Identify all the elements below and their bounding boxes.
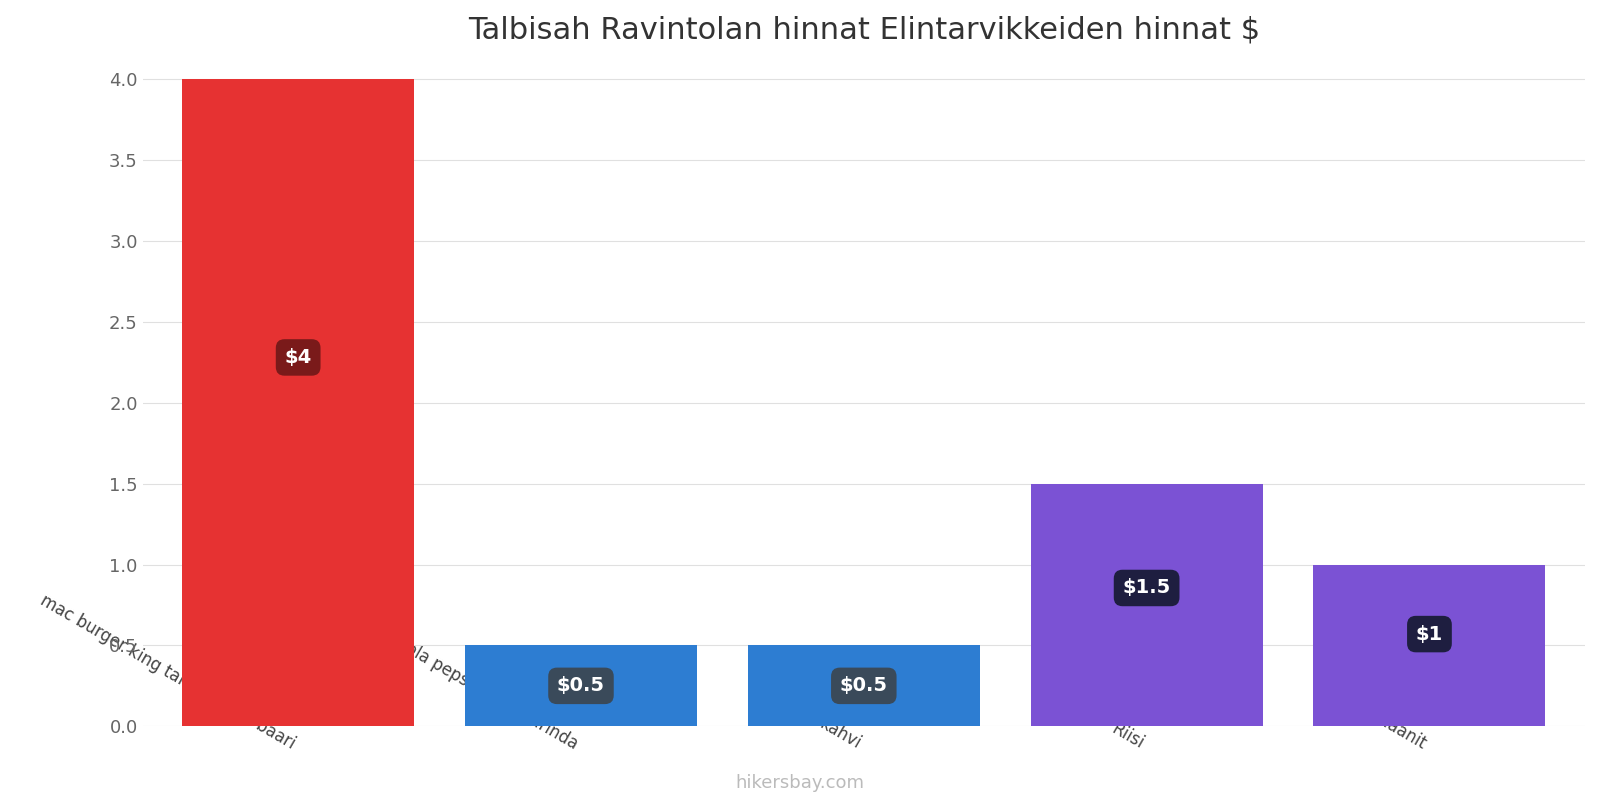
Text: $4: $4	[285, 348, 312, 367]
Bar	[1030, 484, 1262, 726]
Title: Talbisah Ravintolan hinnat Elintarvikkeiden hinnat $: Talbisah Ravintolan hinnat Elintarvikkei…	[467, 15, 1259, 44]
Text: $0.5: $0.5	[840, 676, 888, 695]
Bar	[1314, 565, 1546, 726]
Bar	[466, 646, 698, 726]
Text: $1.5: $1.5	[1123, 578, 1171, 598]
Text: $1: $1	[1416, 625, 1443, 643]
Bar	[747, 646, 979, 726]
Text: hikersbay.com: hikersbay.com	[736, 774, 864, 792]
Text: $0.5: $0.5	[557, 676, 605, 695]
Bar	[182, 79, 414, 726]
